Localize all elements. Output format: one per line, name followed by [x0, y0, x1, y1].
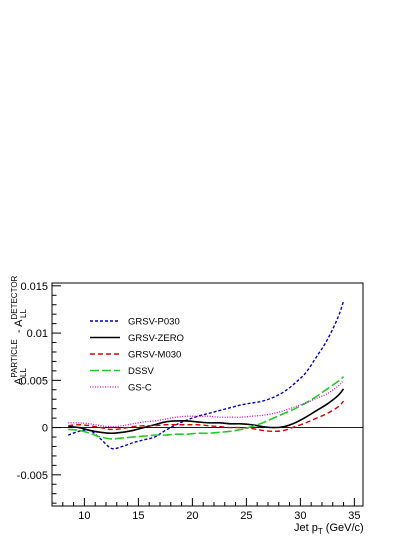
y-tick-label: 0: [42, 423, 48, 435]
series-line-grsv-m030: [68, 400, 345, 433]
y-title-a2: A: [13, 319, 25, 327]
y-axis-title: APARTICLE LL - ADETECTOR LL: [10, 275, 28, 385]
y-tick-label: -0.005: [17, 470, 48, 482]
legend-label-grsv-p030: GRSV-P030: [128, 317, 180, 328]
y-tick-label: 0.01: [27, 328, 48, 340]
series-lines: [67, 300, 345, 450]
plot-area: 10 15 20 25 30 35 -0.005 0 0.005 0.01 0.015: [17, 281, 364, 522]
svg-text:LL: LL: [19, 368, 28, 377]
svg-text:LL: LL: [19, 309, 28, 318]
y-axis-ticks: -0.005 0 0.005 0.01 0.015: [17, 281, 61, 504]
x-title-sub: T: [318, 527, 323, 536]
svg-text:APARTICLE: APARTICLE: [10, 339, 25, 385]
x-axis-ticks: 10 15 20 25 30 35: [51, 498, 360, 522]
series-line-dssv: [68, 375, 345, 440]
y-title-a1: A: [13, 377, 25, 385]
x-tick-label: 35: [348, 510, 360, 522]
y-title-a1-sub: LL: [19, 368, 28, 377]
legend-label-grsv-zero: GRSV-ZERO: [128, 333, 184, 344]
svg-text:- ADETECTOR: - ADETECTOR: [10, 275, 25, 333]
series-line-grsv-zero: [68, 388, 345, 435]
y-tick-label: 0.005: [20, 375, 48, 387]
y-title-a1-sup: PARTICLE: [10, 339, 19, 377]
y-title-minus: -: [13, 327, 25, 333]
x-tick-label: 15: [132, 510, 144, 522]
x-tick-label: 20: [186, 510, 198, 522]
legend-label-dssv: DSSV: [128, 366, 155, 377]
x-tick-label: 30: [294, 510, 306, 522]
y-title-a2-sup: DETECTOR: [10, 275, 19, 319]
legend-label-gs-c: GS-C: [128, 383, 152, 394]
y-title-a2-sub: LL: [19, 309, 28, 318]
legend: GRSV-P030 GRSV-ZERO GRSV-M030 DSSV GS-C: [90, 317, 184, 394]
x-axis-title: Jet pT (GeV/c): [294, 522, 364, 536]
x-title-unit: (GeV/c): [323, 522, 364, 534]
legend-label-grsv-m030: GRSV-M030: [128, 350, 181, 361]
x-tick-label: 25: [240, 510, 252, 522]
x-title-main: Jet p: [294, 522, 318, 534]
y-tick-label: 0.015: [20, 281, 48, 293]
plot-frame: [51, 282, 364, 507]
x-tick-label: 10: [78, 510, 90, 522]
